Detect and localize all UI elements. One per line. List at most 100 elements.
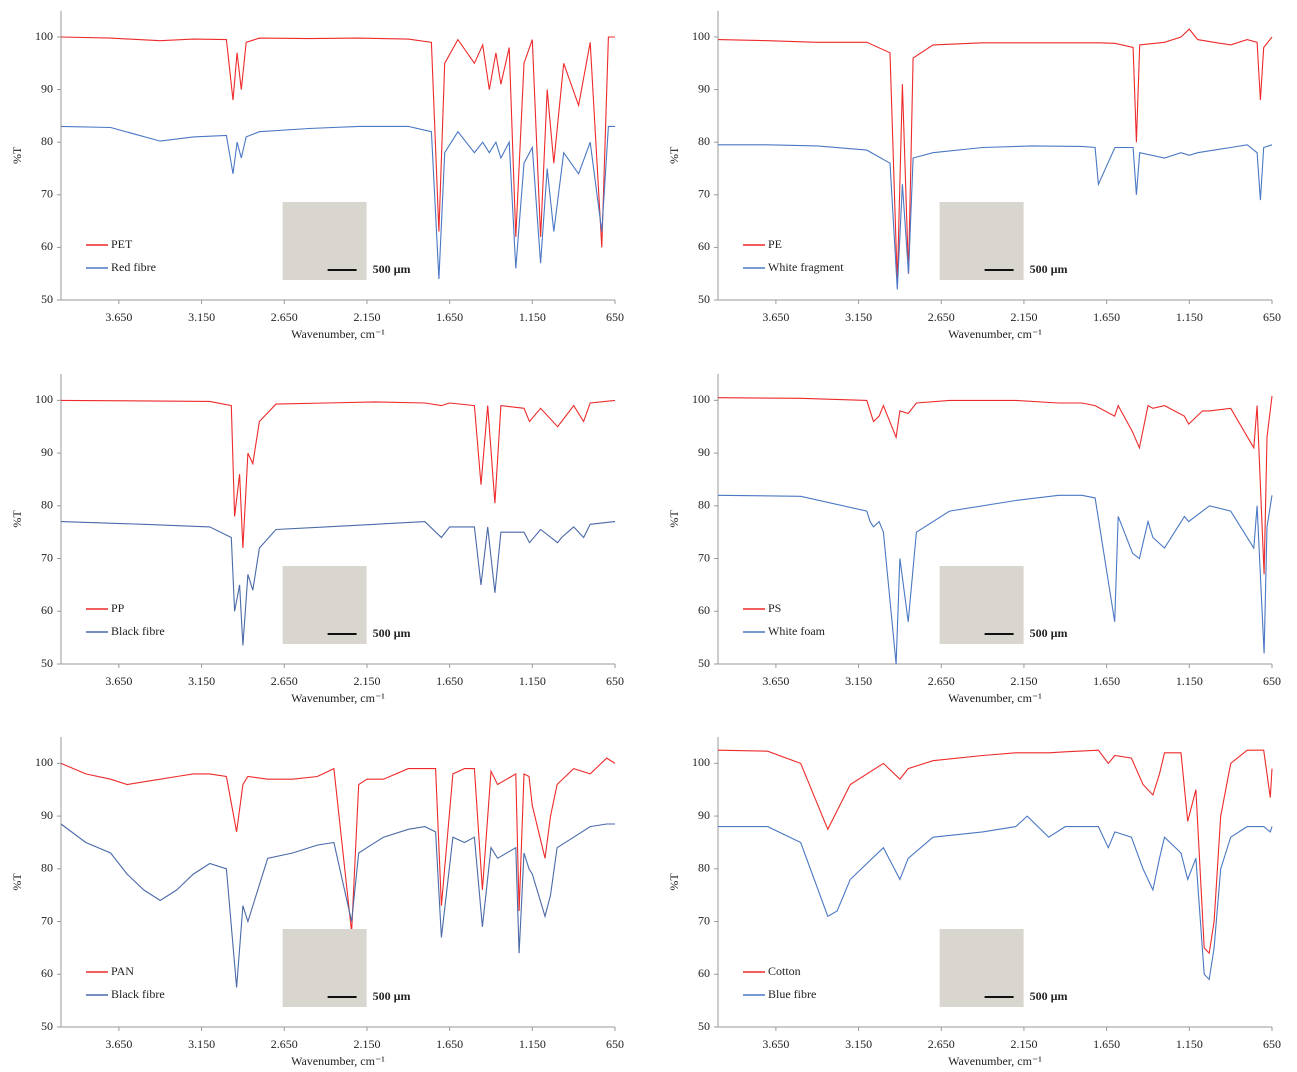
y-tick-label: 70	[41, 187, 53, 201]
x-tick-label: 3.150	[845, 310, 872, 324]
y-tick-label: 90	[41, 445, 53, 459]
y-tick-label: 90	[41, 81, 53, 95]
x-axis-label: Wavenumber, cm⁻¹	[291, 327, 385, 341]
x-tick-label: 1.650	[436, 310, 463, 324]
y-axis-label: %T	[10, 146, 24, 164]
x-tick-label: 650	[606, 674, 624, 688]
y-axis-label: %T	[667, 146, 681, 164]
scale-label: 500 µm	[373, 989, 411, 1003]
x-tick-label: 3.150	[188, 1037, 215, 1051]
legend-label: Black fibre	[111, 987, 165, 1001]
x-tick-label: 1.150	[519, 1037, 546, 1051]
x-tick-label: 1.650	[1093, 310, 1120, 324]
legend-label: PET	[111, 237, 133, 251]
x-tick-label: 2.150	[1010, 1037, 1037, 1051]
x-tick-label: 2.650	[928, 310, 955, 324]
legend-label: White fragment	[768, 260, 844, 274]
x-tick-label: 2.150	[353, 674, 380, 688]
y-tick-label: 80	[698, 861, 710, 875]
photo-inset	[939, 929, 1024, 1007]
spectrum-line	[60, 757, 616, 933]
spectrum-line	[60, 399, 616, 549]
x-tick-label: 2.150	[1010, 310, 1037, 324]
y-axis-label: %T	[667, 873, 681, 891]
y-tick-label: 90	[698, 81, 710, 95]
y-tick-label: 60	[41, 603, 53, 617]
x-tick-label: 650	[606, 310, 624, 324]
photo-inset	[939, 566, 1024, 644]
y-tick-label: 70	[41, 913, 53, 927]
y-tick-label: 80	[41, 498, 53, 512]
y-tick-label: 70	[698, 187, 710, 201]
scale-label: 500 µm	[373, 262, 411, 276]
x-axis-label: Wavenumber, cm⁻¹	[291, 691, 385, 705]
spectrum-line	[60, 125, 615, 280]
x-tick-label: 2.650	[271, 674, 298, 688]
legend-label: Black fibre	[111, 624, 165, 638]
y-tick-label: 60	[698, 603, 710, 617]
spectrum-line	[717, 396, 1273, 575]
legend-label: Red fibre	[111, 260, 156, 274]
x-tick-label: 1.150	[1176, 310, 1203, 324]
x-tick-label: 3.150	[188, 674, 215, 688]
y-tick-label: 50	[698, 1019, 710, 1033]
scale-label: 500 µm	[373, 626, 411, 640]
y-tick-label: 60	[698, 239, 710, 253]
x-tick-label: 3.150	[845, 1037, 872, 1051]
y-tick-label: 100	[692, 29, 710, 43]
spectrum-line	[60, 521, 616, 646]
y-tick-label: 100	[35, 755, 53, 769]
y-tick-label: 50	[698, 656, 710, 670]
spectrum-line	[60, 823, 615, 988]
photo-inset	[282, 929, 367, 1007]
x-axis-label: Wavenumber, cm⁻¹	[291, 1054, 385, 1068]
x-axis-label: Wavenumber, cm⁻¹	[948, 327, 1042, 341]
x-tick-label: 3.650	[105, 1037, 132, 1051]
x-tick-label: 2.650	[928, 674, 955, 688]
y-tick-label: 80	[41, 134, 53, 148]
x-tick-label: 3.150	[188, 310, 215, 324]
y-tick-label: 60	[698, 966, 710, 980]
y-axis-label: %T	[667, 510, 681, 528]
y-tick-label: 50	[698, 292, 710, 306]
y-tick-label: 80	[698, 134, 710, 148]
y-tick-label: 70	[41, 550, 53, 564]
x-tick-label: 2.150	[353, 1037, 380, 1051]
y-tick-label: 50	[41, 656, 53, 670]
x-tick-label: 650	[1263, 310, 1281, 324]
x-tick-label: 1.650	[1093, 674, 1120, 688]
spectrum-line	[717, 494, 1273, 665]
scale-label: 500 µm	[1030, 989, 1068, 1003]
x-tick-label: 650	[606, 1037, 624, 1051]
y-tick-label: 70	[698, 550, 710, 564]
spectrum-line	[717, 28, 1273, 285]
spectrum-line	[60, 36, 615, 248]
x-tick-label: 1.150	[1176, 674, 1203, 688]
x-tick-label: 1.650	[1093, 1037, 1120, 1051]
y-tick-label: 100	[692, 392, 710, 406]
x-tick-label: 1.150	[519, 310, 546, 324]
legend-label: PE	[768, 237, 782, 251]
x-tick-label: 3.650	[105, 674, 132, 688]
y-tick-label: 90	[698, 808, 710, 822]
scale-label: 500 µm	[1030, 626, 1068, 640]
x-tick-label: 3.650	[762, 674, 789, 688]
x-tick-label: 3.650	[105, 310, 132, 324]
legend-label: White foam	[768, 624, 826, 638]
y-tick-label: 90	[698, 445, 710, 459]
legend-label: Cotton	[768, 964, 801, 978]
x-axis-label: Wavenumber, cm⁻¹	[948, 1054, 1042, 1068]
spectrum-line	[718, 815, 1273, 981]
legend-label: PP	[111, 601, 125, 615]
legend-label: PAN	[111, 964, 134, 978]
y-tick-label: 50	[41, 1019, 53, 1033]
y-tick-label: 80	[41, 861, 53, 875]
x-tick-label: 1.650	[436, 674, 463, 688]
x-tick-label: 2.150	[1010, 674, 1037, 688]
y-tick-label: 70	[698, 913, 710, 927]
y-tick-label: 60	[41, 966, 53, 980]
photo-inset	[282, 566, 367, 644]
x-tick-label: 1.150	[1176, 1037, 1203, 1051]
x-tick-label: 1.650	[436, 1037, 463, 1051]
